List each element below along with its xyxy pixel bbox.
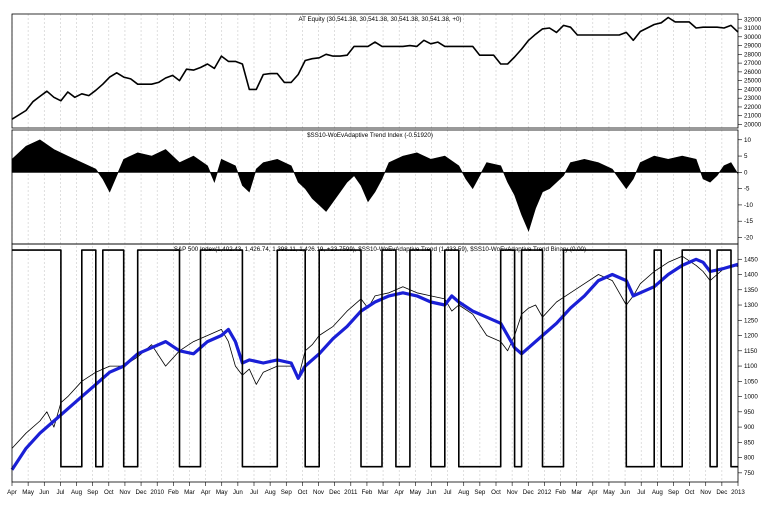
price-title: S&P 500 Index(1,402.43, 1,426.74, 1,398.… — [174, 246, 586, 253]
y-tick-label: 26000 — [744, 69, 762, 76]
x-tick-label: May — [603, 489, 616, 496]
x-tick-label: Aug — [265, 489, 277, 496]
y-tick-label: 21000 — [744, 113, 762, 120]
y-tick-label: 1400 — [744, 272, 758, 279]
x-tick-label: Nov — [700, 489, 712, 496]
x-axis: Apr May Jun Jul Aug Sep Oct Nov Dec 2010 Feb Mar Apr… — [7, 482, 745, 496]
y-tick-label: 750 — [744, 470, 755, 477]
y-tick-label: -20 — [744, 234, 754, 241]
y-tick-label: 1000 — [744, 394, 758, 401]
x-tick-label: Jul — [444, 489, 452, 496]
y-tick-label: -15 — [744, 218, 754, 225]
equity-line — [11, 16, 739, 120]
y-tick-label: -10 — [744, 202, 754, 209]
x-tick-label: Mar — [378, 489, 389, 496]
y-tick-label: 23000 — [744, 95, 762, 102]
x-tick-label: Dec — [716, 489, 727, 496]
x-tick-label: Apr — [7, 489, 17, 496]
x-tick-label: Jun — [39, 489, 50, 496]
y-tick-label: -5 — [744, 186, 750, 193]
x-tick-label: Dec — [329, 489, 340, 496]
x-tick-label: Jul — [250, 489, 258, 496]
trend-index-title: $SS10-WoEvAdaptive Trend Index (-0.51920… — [307, 132, 433, 139]
y-tick-label: 850 — [744, 439, 755, 446]
y-tick-label: 1300 — [744, 302, 758, 309]
y-tick-label: 1350 — [744, 287, 758, 294]
y-tick-label: 30000 — [744, 34, 762, 41]
x-tick-label: Feb — [555, 489, 566, 496]
price-frame — [11, 243, 739, 483]
x-tick-label: May — [216, 489, 229, 496]
equity-title: AT Equity (30,541.38, 30,541.38, 30,541.… — [298, 16, 461, 23]
x-tick-label: Aug — [458, 489, 470, 496]
x-tick-label: Nov — [313, 489, 325, 496]
y-tick-label: 29000 — [744, 43, 762, 50]
trend-index-panel: $SS10-WoEvAdaptive Trend Index (-0.51920… — [11, 132, 739, 232]
y-tick-label: 900 — [744, 424, 755, 431]
x-tick-label: 2011 — [344, 489, 358, 496]
x-tick-label: Dec — [136, 489, 147, 496]
x-tick-label: Jun — [620, 489, 631, 496]
x-tick-label: Sep — [87, 489, 99, 496]
y-tick-label: 25000 — [744, 78, 762, 85]
x-tick-label: Oct — [491, 489, 501, 496]
y-tick-label: 27000 — [744, 60, 762, 67]
equity-panel: AT Equity (30,541.38, 30,541.38, 30,541.… — [11, 16, 739, 120]
x-tick-label: Nov — [119, 489, 131, 496]
x-tick-label: 2012 — [538, 489, 552, 496]
x-tick-label: Sep — [281, 489, 293, 496]
y-tick-label: 24000 — [744, 86, 762, 93]
y-tick-label: 1050 — [744, 378, 758, 385]
x-tick-label: May — [409, 489, 422, 496]
equity-frame — [11, 13, 739, 129]
x-tick-label: Jul — [56, 489, 64, 496]
x-tick-label: Aug — [71, 489, 83, 496]
y-tick-label: 20000 — [744, 121, 762, 128]
y-tick-label: 1450 — [744, 256, 758, 263]
x-tick-label: 2013 — [731, 489, 745, 496]
x-tick-label: Oct — [298, 489, 308, 496]
x-tick-label: Jun — [426, 489, 437, 496]
y-tick-label: 1250 — [744, 317, 758, 324]
x-tick-label: Oct — [104, 489, 114, 496]
y-tick-label: 10 — [744, 137, 751, 144]
price-panel: S&P 500 Index(1,402.43, 1,426.74, 1,398.… — [10, 246, 739, 471]
x-tick-label: Feb — [168, 489, 179, 496]
x-tick-label: May — [22, 489, 35, 496]
y-tick-label: 0 — [744, 169, 748, 176]
x-tick-label: Mar — [571, 489, 582, 496]
x-tick-label: Mar — [184, 489, 195, 496]
y-tick-label: 950 — [744, 409, 755, 416]
x-tick-label: Oct — [685, 489, 695, 496]
trend-index-bars — [11, 139, 739, 232]
x-tick-label: Jul — [637, 489, 645, 496]
y-tick-label: 1150 — [744, 348, 758, 355]
x-tick-label: 2010 — [150, 489, 164, 496]
x-tick-label: Aug — [652, 489, 664, 496]
x-tick-label: Jun — [233, 489, 244, 496]
trend-binary-line — [12, 249, 738, 468]
y-tick-label: 28000 — [744, 51, 762, 58]
y-tick-label: 31000 — [744, 25, 762, 32]
x-tick-label: Feb — [362, 489, 373, 496]
y-tick-label: 5 — [744, 153, 748, 160]
x-tick-label: Nov — [507, 489, 519, 496]
x-tick-label: Apr — [201, 489, 211, 496]
y-tick-label: 800 — [744, 455, 755, 462]
x-tick-label: Dec — [523, 489, 534, 496]
y-tick-label: 32000 — [744, 16, 762, 23]
x-tick-label: Sep — [668, 489, 680, 496]
x-tick-label: Apr — [394, 489, 404, 496]
y-tick-label: 22000 — [744, 104, 762, 111]
y-tick-label: 1200 — [744, 333, 758, 340]
y-tick-label: 1100 — [744, 363, 758, 370]
x-tick-label: Sep — [474, 489, 486, 496]
x-tick-label: Apr — [588, 489, 598, 496]
